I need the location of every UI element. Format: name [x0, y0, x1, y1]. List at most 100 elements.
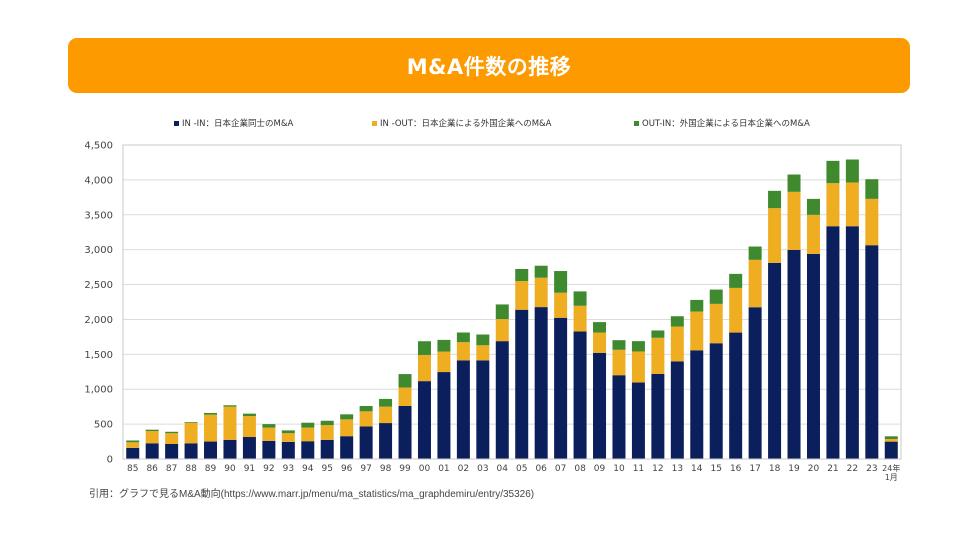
x-tick-label: 96 — [341, 464, 353, 474]
bar-segment-in-in — [184, 443, 198, 459]
bar-segment-in-out — [709, 303, 723, 344]
bar-segment-in-in — [554, 317, 568, 459]
bar-segment-out-in — [204, 412, 218, 415]
x-tick-label: 16 — [730, 464, 742, 474]
x-tick-label: 22 — [847, 464, 858, 474]
bar-segment-in-out — [301, 427, 315, 442]
x-tick-label: 93 — [283, 464, 294, 474]
bar-segment-in-out — [204, 414, 218, 442]
bar-segment-in-in — [534, 307, 548, 459]
bar-segment-out-in — [748, 246, 762, 260]
bar-segment-out-in — [476, 334, 490, 346]
bar-segment-out-in — [651, 330, 665, 338]
bar-segment-in-in — [417, 381, 431, 459]
bar-segment-out-in — [495, 304, 509, 320]
x-tick-label: 88 — [185, 464, 197, 474]
x-tick-label: 18 — [769, 464, 781, 474]
bar-segment-out-in — [806, 198, 820, 215]
x-tick-label: 23 — [866, 464, 877, 474]
bar-segment-out-in — [787, 174, 801, 192]
bar-segment-in-in — [865, 245, 879, 459]
bar-segment-in-out — [806, 214, 820, 254]
x-tick-label: 24年 — [882, 463, 900, 473]
bar-segment-in-in — [651, 373, 665, 459]
x-tick-label: 21 — [827, 464, 838, 474]
bar-segment-out-in — [768, 190, 782, 209]
legend-label-in-in: IN -IN：日本企業同士のM&A — [182, 119, 294, 129]
bar-segment-out-in — [884, 436, 898, 439]
x-tick-label: 02 — [458, 464, 469, 474]
bar-segment-in-out — [398, 387, 412, 406]
bar-segment-in-out — [787, 191, 801, 250]
bar-segment-in-out — [748, 259, 762, 308]
bar-segment-out-in — [670, 316, 684, 327]
bar-segment-in-out — [126, 442, 140, 448]
bar-segment-in-out — [826, 183, 840, 227]
x-tick-label: 09 — [594, 464, 606, 474]
bar-segment-in-out — [184, 422, 198, 444]
bar-segment-in-out — [593, 332, 607, 353]
bar-segment-out-in — [301, 422, 315, 428]
bar-segment-in-out — [340, 419, 354, 437]
x-tick-label: 12 — [652, 464, 663, 474]
bar-segment-in-in — [709, 343, 723, 459]
y-tick-label: 1,000 — [84, 385, 113, 396]
bar-segment-in-out — [262, 427, 276, 441]
bar-segment-in-in — [340, 436, 354, 459]
bar-segment-in-in — [126, 447, 140, 459]
bar-segment-in-in — [612, 375, 626, 459]
y-axis-ticks: 0 500 1,000 1,500 2,000 2,500 3,000 3,500 4,000 4… — [84, 141, 113, 466]
y-tick-label: 500 — [94, 420, 113, 431]
bar-segment-in-out — [320, 425, 334, 440]
legend-swatch-in-in — [174, 120, 179, 126]
x-tick-label: 91 — [244, 464, 255, 474]
x-tick-label: 03 — [477, 464, 488, 474]
x-axis-ticks: 85 86 87 88 89 90 91 92 93 94 95 96 97 98 99 00 01 02 03 04… — [127, 463, 900, 482]
bars — [126, 159, 898, 459]
bar-segment-in-out — [476, 345, 490, 361]
bar-segment-in-in — [729, 332, 743, 459]
x-tick-label: 10 — [613, 464, 625, 474]
bar-segment-in-out — [437, 351, 451, 373]
y-tick-label: 2,500 — [84, 280, 113, 291]
bar-segment-out-in — [359, 405, 373, 412]
bar-segment-out-in — [573, 291, 587, 306]
bar-segment-in-out — [631, 351, 645, 383]
bar-segment-out-in — [398, 374, 412, 388]
y-tick-label: 1,500 — [84, 350, 113, 361]
bar-segment-in-out — [359, 411, 373, 427]
x-tick-label: 20 — [808, 464, 820, 474]
bar-segment-out-in — [126, 440, 140, 443]
x-tick-label: 00 — [419, 464, 431, 474]
bar-segment-out-in — [340, 414, 354, 420]
bar-segment-in-out — [417, 354, 431, 382]
y-tick-label: 3,500 — [84, 210, 113, 221]
x-tick-label: 15 — [710, 464, 721, 474]
page-title: M&A件数の推移 — [406, 54, 572, 79]
x-tick-label: 98 — [380, 464, 392, 474]
bar-segment-in-out — [768, 208, 782, 263]
x-tick-label: 1月 — [885, 473, 898, 482]
bar-segment-out-in — [826, 160, 840, 184]
bar-segment-out-in — [379, 398, 393, 407]
bar-segment-in-out — [573, 305, 587, 332]
bar-segment-out-in — [593, 322, 607, 333]
bar-segment-in-in — [593, 352, 607, 459]
legend-label-out-in: OUT-IN：外国企業による日本企業へのM&A — [642, 119, 810, 129]
gridlines — [123, 144, 901, 460]
bar-segment-in-in — [204, 441, 218, 459]
bar-segment-in-in — [495, 341, 509, 459]
bar-segment-in-out — [670, 326, 684, 362]
x-tick-label: 14 — [691, 464, 703, 474]
plot-frame — [122, 144, 902, 460]
x-tick-label: 99 — [399, 464, 411, 474]
bar-segment-out-in — [690, 299, 704, 312]
bar-segment-in-out — [165, 433, 179, 444]
bar-segment-in-in — [787, 249, 801, 459]
bar-segment-in-in — [515, 309, 529, 459]
bar-segment-in-out — [690, 311, 704, 351]
bar-segment-out-in — [709, 289, 723, 304]
bar-segment-in-in — [884, 441, 898, 459]
x-tick-label: 17 — [749, 464, 760, 474]
bar-segment-in-out — [379, 406, 393, 424]
